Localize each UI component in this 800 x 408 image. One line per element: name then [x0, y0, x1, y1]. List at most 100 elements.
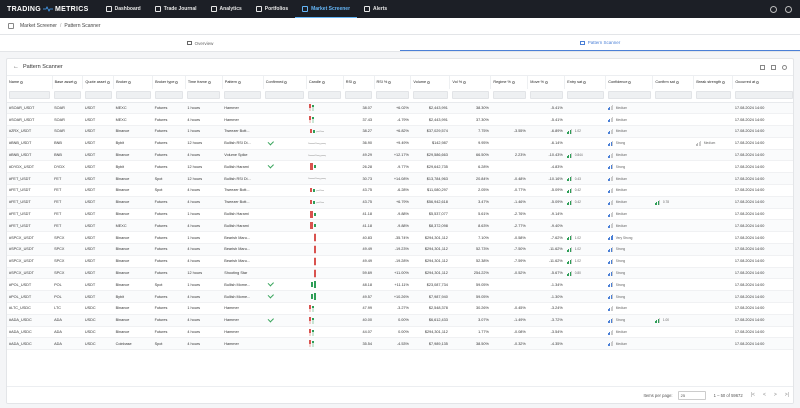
user-icon[interactable]: [770, 5, 777, 13]
column-filter-input[interactable]: [695, 91, 731, 100]
column-header[interactable]: Vol %: [449, 76, 492, 89]
column-header[interactable]: Break strength: [693, 76, 734, 89]
table-row[interactable]: #ZRX_USDT SOAR USDT Binance Futures 1 hours Tw…: [7, 125, 793, 138]
column-filter-input[interactable]: [224, 91, 262, 100]
info-icon[interactable]: [722, 80, 726, 84]
info-icon[interactable]: [353, 80, 357, 84]
table-row[interactable]: #BNB_USDT BNB USDT Binance Futures 4 hours Vol…: [7, 149, 793, 162]
column-header[interactable]: Confirmed: [263, 76, 307, 89]
cell-name[interactable]: #SOAR_USDT: [7, 113, 53, 127]
column-header[interactable]: Candle: [306, 76, 344, 89]
cell-name[interactable]: #FET_USDT: [7, 196, 53, 209]
info-icon[interactable]: [628, 80, 632, 84]
column-filter-input[interactable]: [412, 91, 448, 100]
cell-name[interactable]: #BNB_USDT: [7, 137, 53, 150]
table-row[interactable]: #FET_USDT FET USDT Binance Futures 1 hours Bul…: [7, 208, 793, 221]
first-page-button[interactable]: |<: [750, 392, 755, 398]
column-header[interactable]: RSI %: [374, 76, 412, 89]
refresh-icon[interactable]: [782, 64, 787, 70]
column-header[interactable]: Base asset: [52, 76, 84, 89]
info-icon[interactable]: [238, 80, 242, 84]
info-icon[interactable]: [321, 80, 325, 84]
column-header[interactable]: Move %: [527, 76, 566, 89]
table-row[interactable]: #DYDX_USDT DYDX USDT Bybit Futures 12 hours Bu…: [7, 160, 793, 174]
info-icon[interactable]: [545, 80, 549, 84]
info-icon[interactable]: [388, 80, 392, 84]
table-row[interactable]: #SOAR_USDT SOAR USDT MEXC Futures 1 hours Hamm…: [7, 102, 793, 115]
column-filter-input[interactable]: [84, 91, 112, 100]
column-header[interactable]: Time frame: [185, 76, 223, 89]
info-icon[interactable]: [463, 80, 467, 84]
cell-name[interactable]: #BNB_USDT: [7, 149, 53, 162]
column-filter-input[interactable]: [451, 91, 489, 100]
table-row[interactable]: #SOAR_USDT SOAR USDT MEXC Futures 4 hours Hamm…: [7, 113, 793, 127]
columns-icon[interactable]: [760, 64, 765, 70]
info-icon[interactable]: [207, 80, 211, 84]
nav-item-5[interactable]: Alerts: [357, 0, 394, 18]
info-icon[interactable]: [675, 80, 679, 84]
table-row[interactable]: #SPCX_USDT SPCX USDT Binance Futures 4 hours B…: [7, 243, 793, 256]
column-filter-input[interactable]: [345, 91, 373, 100]
table-row[interactable]: #POL_USDT POL USDT Binance Spot 1 hours Bullis…: [7, 278, 793, 292]
column-header[interactable]: Confidence: [605, 76, 654, 89]
column-filter-input[interactable]: [376, 91, 409, 100]
table-row[interactable]: #POL_USDT POL USDT Bybit Futures 4 hours Bulli…: [7, 290, 793, 304]
column-filter-input[interactable]: [607, 91, 651, 100]
settings-icon[interactable]: [785, 5, 792, 13]
prev-page-button[interactable]: <: [762, 392, 766, 398]
table-row[interactable]: #ADA_USDC ADA USDC Binance Futures 4 hours Ham…: [7, 326, 793, 339]
info-icon[interactable]: [284, 80, 288, 84]
cell-name[interactable]: #POL_USDT: [7, 290, 53, 304]
column-header[interactable]: Regime %: [490, 76, 529, 89]
nav-item-4[interactable]: Market Screener: [295, 0, 358, 18]
column-header[interactable]: Entry sat: [564, 76, 607, 89]
column-header[interactable]: Confirm sat: [652, 76, 695, 89]
cell-name[interactable]: #SPCX_USDT: [7, 231, 53, 245]
cell-name[interactable]: #ADA_USDC: [7, 326, 53, 339]
column-filter-input[interactable]: [529, 91, 563, 100]
table-row[interactable]: #ADA_USDC ADA USDC Binance Futures 4 hours Ham…: [7, 314, 793, 327]
info-icon[interactable]: [756, 80, 760, 84]
info-icon[interactable]: [128, 80, 132, 84]
cell-name[interactable]: #SOAR_USDT: [7, 102, 53, 115]
column-filter-input[interactable]: [566, 91, 604, 100]
column-header[interactable]: Quote asset: [82, 76, 115, 89]
table-row[interactable]: #FET_USDT FET USDT Binance Futures 4 hours Twe…: [7, 196, 793, 209]
info-icon[interactable]: [106, 80, 110, 84]
cell-name[interactable]: #ZRX_USDT: [7, 125, 53, 138]
info-icon[interactable]: [427, 80, 431, 84]
column-filter-input[interactable]: [492, 91, 526, 100]
info-icon[interactable]: [20, 80, 24, 84]
column-header[interactable]: Name: [7, 76, 53, 89]
table-row[interactable]: #SPCX_USDT SPCX USDT Binance Futures 12 hours…: [7, 267, 793, 280]
table-row[interactable]: #FET_USDT FET USDT Binance Spot 4 hours Tweeze…: [7, 184, 793, 197]
nav-item-3[interactable]: Portfolios: [249, 0, 295, 18]
cell-name[interactable]: #SPCX_USDT: [7, 255, 53, 268]
table-row[interactable]: #FET_USDT FET USDT MEXC Futures 4 hours Bullis…: [7, 219, 793, 233]
column-header[interactable]: Broker: [113, 76, 154, 89]
filter-icon[interactable]: [771, 64, 776, 70]
cell-name[interactable]: #ADA_USDC: [7, 337, 53, 351]
column-filter-input[interactable]: [654, 91, 692, 100]
cell-name[interactable]: #SPCX_USDT: [7, 243, 53, 256]
table-row[interactable]: #ADA_USDC ADA USDC Coinbase Spot 4 hours Hamme…: [7, 337, 793, 351]
last-page-button[interactable]: >|: [784, 392, 789, 398]
table-row[interactable]: #BNB_USDT BNB USDT Bybit Futures 12 hours Bull…: [7, 137, 793, 150]
column-filter-input[interactable]: [265, 91, 305, 100]
column-header[interactable]: Pattern: [222, 76, 264, 89]
column-filter-input[interactable]: [308, 91, 342, 100]
cell-name[interactable]: #FET_USDT: [7, 172, 53, 186]
breadcrumb-root[interactable]: Market Screener: [20, 23, 57, 29]
cell-name[interactable]: #DYDX_USDT: [7, 160, 53, 174]
nav-item-1[interactable]: Trade Journal: [148, 0, 204, 18]
tab-0[interactable]: Overview: [0, 35, 400, 51]
table-row[interactable]: #SPCX_USDT SPCX USDT Binance Futures 1 hours B…: [7, 231, 793, 245]
nav-item-2[interactable]: Analytics: [204, 0, 249, 18]
back-arrow-icon[interactable]: ←: [13, 64, 19, 70]
table-row[interactable]: #LTC_USDC LTC USDC Binance Futures 1 hours Ham…: [7, 302, 793, 315]
cell-name[interactable]: #ADA_USDC: [7, 314, 53, 327]
cell-name[interactable]: #FET_USDT: [7, 184, 53, 197]
cell-name[interactable]: #FET_USDT: [7, 208, 53, 221]
next-page-button[interactable]: >: [773, 392, 777, 398]
column-filter-input[interactable]: [9, 91, 51, 100]
